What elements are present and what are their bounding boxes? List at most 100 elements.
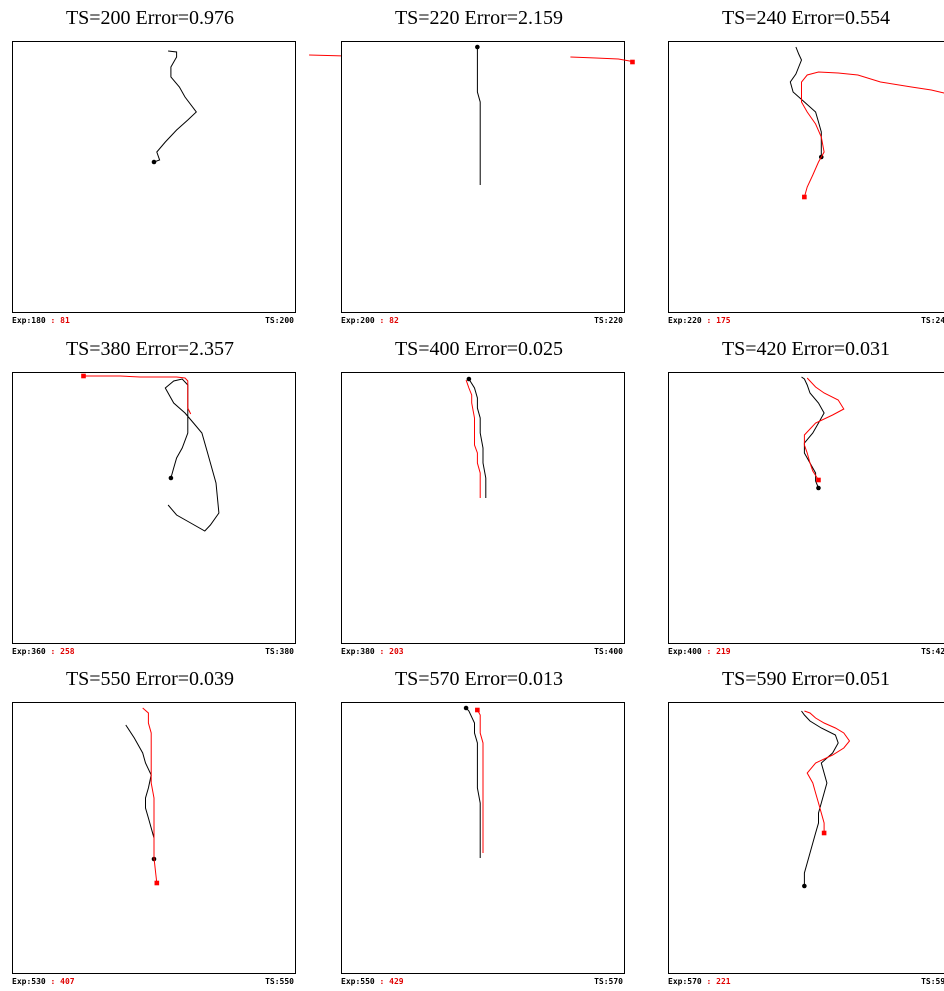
endpoint-square-marker	[475, 708, 480, 713]
exp-value: 203	[389, 647, 403, 656]
actual-path	[466, 708, 480, 858]
endpoint-circle-marker	[464, 706, 469, 711]
actual-path	[790, 47, 821, 157]
endpoint-square-marker	[630, 60, 635, 65]
exp-value: 258	[60, 647, 74, 656]
plot-area	[341, 372, 625, 644]
ts-label: TS:220	[594, 315, 623, 327]
predicted-path	[143, 708, 157, 883]
endpoint-square-marker	[802, 195, 807, 200]
predicted-path	[466, 380, 480, 498]
plot-area	[12, 702, 296, 974]
exp-separator: :	[702, 316, 716, 325]
predicted-path	[804, 711, 849, 833]
endpoint-circle-marker	[467, 377, 472, 382]
endpoint-square-marker	[155, 881, 160, 886]
endpoint-circle-marker	[475, 45, 480, 50]
exp-label: Exp:380 : 203	[341, 646, 404, 658]
ts-label: TS:570	[594, 976, 623, 988]
ts-label: TS:380	[265, 646, 294, 658]
ts-label: TS:420	[921, 646, 944, 658]
actual-path	[477, 47, 480, 185]
trajectory-plot	[669, 373, 944, 643]
exp-start: 400	[687, 647, 701, 656]
ts-label: TS:400	[594, 646, 623, 658]
actual-path	[165, 379, 219, 531]
actual-path	[126, 725, 154, 859]
exp-prefix: Exp:	[12, 316, 31, 325]
endpoint-circle-marker	[169, 476, 174, 481]
exp-start: 380	[360, 647, 374, 656]
exp-value: 221	[716, 977, 730, 986]
chart-panel: TS=420 Error=0.031 Exp:400 : 219 TS:420	[656, 331, 944, 661]
endpoint-circle-marker	[816, 486, 821, 491]
exp-label: Exp:530 : 407	[12, 976, 75, 988]
endpoint-square-marker	[81, 374, 86, 379]
chart-title: TS=380 Error=2.357	[0, 337, 300, 361]
trajectory-plot	[342, 42, 624, 312]
exp-start: 200	[360, 316, 374, 325]
endpoint-circle-marker	[802, 884, 807, 889]
chart-title: TS=420 Error=0.031	[656, 337, 944, 361]
exp-start: 180	[31, 316, 45, 325]
exp-value: 81	[60, 316, 70, 325]
predicted-path	[802, 72, 944, 197]
plot-area	[12, 372, 296, 644]
exp-separator: :	[702, 647, 716, 656]
exp-prefix: Exp:	[12, 977, 31, 986]
plot-area	[341, 702, 625, 974]
exp-start: 360	[31, 647, 45, 656]
actual-path	[154, 51, 196, 162]
panel-footer: Exp:400 : 219 TS:420	[668, 646, 944, 658]
chart-panel: TS=220 Error=2.159 Exp:200 : 82 TS:220	[329, 0, 629, 330]
trajectory-plot	[13, 42, 295, 312]
exp-value: 407	[60, 977, 74, 986]
chart-title: TS=400 Error=0.025	[329, 337, 629, 361]
exp-label: Exp:570 : 221	[668, 976, 731, 988]
trajectory-plot	[13, 703, 295, 973]
exp-start: 220	[687, 316, 701, 325]
exp-value: 82	[389, 316, 399, 325]
exp-separator: :	[46, 977, 60, 986]
exp-separator: :	[375, 647, 389, 656]
exp-start: 570	[687, 977, 701, 986]
endpoint-circle-marker	[152, 160, 157, 165]
exp-start: 530	[31, 977, 45, 986]
predicted-path	[84, 376, 191, 414]
exp-value: 429	[389, 977, 403, 986]
exp-value: 219	[716, 647, 730, 656]
chart-title: TS=550 Error=0.039	[0, 667, 300, 691]
exp-start: 550	[360, 977, 374, 986]
exp-value: 175	[716, 316, 730, 325]
exp-separator: :	[702, 977, 716, 986]
trajectory-plot	[342, 703, 624, 973]
chart-title: TS=220 Error=2.159	[329, 6, 629, 30]
exp-prefix: Exp:	[341, 316, 360, 325]
predicted-path	[570, 57, 632, 62]
chart-title: TS=590 Error=0.051	[656, 667, 944, 691]
actual-path	[802, 711, 839, 886]
endpoint-square-marker	[816, 478, 821, 483]
plot-area	[12, 41, 296, 313]
endpoint-square-marker	[822, 831, 827, 836]
panel-footer: Exp:180 : 81 TS:200	[12, 315, 296, 327]
exp-prefix: Exp:	[668, 316, 687, 325]
plot-area	[668, 41, 944, 313]
ts-label: TS:240	[921, 315, 944, 327]
trajectory-plot	[13, 373, 295, 643]
chart-title: TS=570 Error=0.013	[329, 667, 629, 691]
exp-prefix: Exp:	[341, 977, 360, 986]
exp-label: Exp:200 : 82	[341, 315, 399, 327]
ts-label: TS:200	[265, 315, 294, 327]
exp-label: Exp:400 : 219	[668, 646, 731, 658]
chart-title: TS=240 Error=0.554	[656, 6, 944, 30]
exp-separator: :	[46, 316, 60, 325]
exp-prefix: Exp:	[668, 647, 687, 656]
plot-area	[668, 702, 944, 974]
